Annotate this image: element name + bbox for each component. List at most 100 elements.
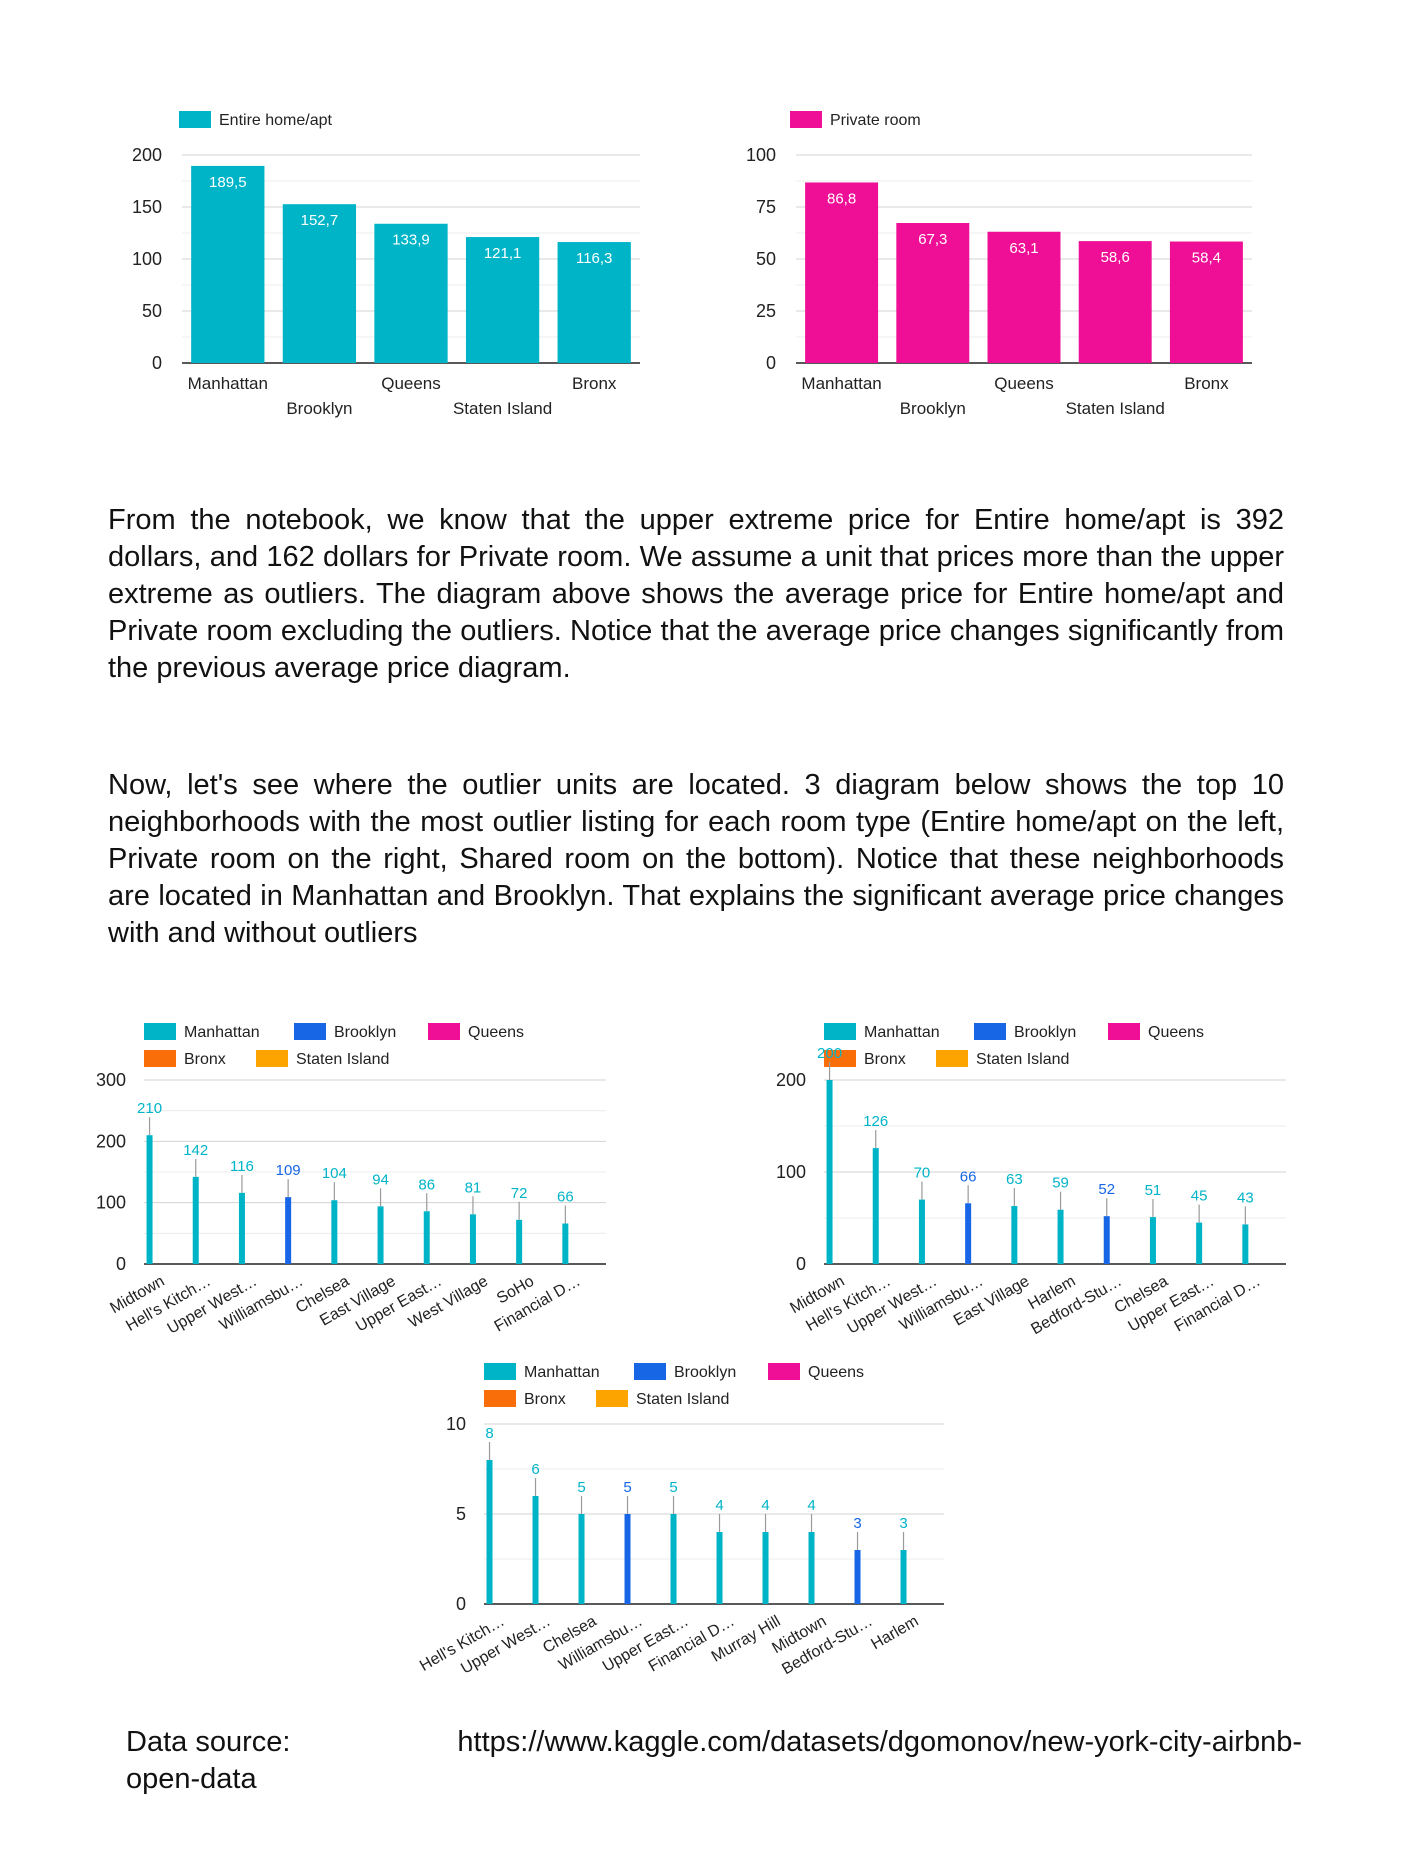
bar <box>805 182 879 363</box>
bar <box>826 1080 833 1264</box>
bar-value-label: 5 <box>623 1479 631 1496</box>
bar <box>716 1532 723 1604</box>
bar-value-label: 4 <box>761 1497 769 1514</box>
private-room-average-price-chart: Private room 0 25 50 75 100 86,8 Manhattan 67,3 B… <box>700 0 1400 440</box>
legend-swatch <box>144 1023 176 1040</box>
bar-value-label: 58,6 <box>1101 249 1130 266</box>
entire-home-outliers-chart: Manhattan Brooklyn Queens Bronx Staten Islan… <box>0 1000 700 1360</box>
bar-value-label: 72 <box>511 1185 528 1202</box>
bar <box>469 1214 476 1264</box>
legend-swatch <box>484 1390 516 1407</box>
x-tick-label: Brooklyn <box>900 399 966 418</box>
legend-label: Bronx <box>524 1391 566 1408</box>
y-tick-label: 5 <box>456 1504 466 1524</box>
private-room-average-price-svg: Private room 0 25 50 75 100 86,8 Manhattan 67,3 B… <box>746 111 1252 418</box>
y-tick-label: 100 <box>96 1193 126 1213</box>
bar <box>896 223 970 363</box>
bar-value-label: 3 <box>899 1515 907 1532</box>
legend-label: Brooklyn <box>674 1364 736 1381</box>
entire-home-outliers-svg: Manhattan Brooklyn Queens Bronx Staten Islan… <box>96 1023 606 1338</box>
legend-swatch <box>790 111 822 128</box>
legend-label: Staten Island <box>296 1051 389 1068</box>
x-tick-label: Queens <box>994 374 1054 393</box>
entire-home-average-price-chart: Entire home/apt 0 50 100 150 200 189,5 Manhatta… <box>0 0 700 440</box>
bar-value-label: 109 <box>276 1162 301 1179</box>
y-tick-label: 100 <box>776 1162 806 1182</box>
bar <box>486 1460 493 1604</box>
bar-value-label: 51 <box>1145 1182 1162 1199</box>
legend-swatch <box>768 1363 800 1380</box>
y-tick-label: 0 <box>766 353 776 373</box>
bar-value-label: 67,3 <box>918 231 947 248</box>
bar-value-label: 59 <box>1052 1175 1069 1192</box>
bar-value-label: 86,8 <box>827 190 856 207</box>
legend-label: Entire home/apt <box>219 112 333 129</box>
legend-swatch <box>824 1050 856 1067</box>
y-tick-label: 100 <box>132 249 162 269</box>
y-tick-label: 200 <box>132 145 162 165</box>
bar <box>465 237 540 363</box>
bar-value-label: 210 <box>137 1100 162 1117</box>
y-tick-label: 10 <box>446 1414 466 1434</box>
bar-value-label: 142 <box>183 1142 208 1159</box>
legend-label: Brooklyn <box>334 1024 396 1041</box>
x-tick-label: Manhattan <box>188 374 268 393</box>
shared-room-outliers-chart: Manhattan Brooklyn Queens Bronx Staten Islan… <box>0 1340 1000 1700</box>
bar <box>670 1514 677 1604</box>
bar-value-label: 94 <box>372 1171 389 1188</box>
bar-value-label: 133,9 <box>392 232 430 249</box>
x-tick-label: Brooklyn <box>286 399 352 418</box>
paragraph-outlier-explanation: From the notebook, we know that the uppe… <box>108 504 1284 684</box>
bar-value-label: 116,3 <box>576 250 612 267</box>
bar <box>282 204 357 363</box>
paragraph-outlier-locations: Now, let's see where the outlier units a… <box>108 769 1284 949</box>
legend-swatch <box>179 111 211 128</box>
bar <box>854 1550 861 1604</box>
x-tick-label: Staten Island <box>453 399 552 418</box>
bar <box>1149 1217 1156 1264</box>
legend-label: Brooklyn <box>1014 1024 1076 1041</box>
bar-value-label: 126 <box>863 1113 888 1130</box>
bar-value-label: 3 <box>853 1515 861 1532</box>
legend-swatch <box>974 1023 1006 1040</box>
bar-value-label: 200 <box>817 1045 842 1062</box>
bar-value-label: 116 <box>230 1158 254 1175</box>
y-tick-label: 200 <box>776 1070 806 1090</box>
data-source: Data source: https://www.kaggle.com/data… <box>126 1724 1302 1798</box>
x-tick-label: Bronx <box>572 374 617 393</box>
legend-label: Bronx <box>864 1051 906 1068</box>
y-tick-label: 0 <box>152 353 162 373</box>
legend-swatch <box>294 1023 326 1040</box>
shared-room-outliers-svg: Manhattan Brooklyn Queens Bronx Staten Islan… <box>417 1363 944 1678</box>
bar <box>423 1211 430 1264</box>
bar-value-label: 4 <box>807 1497 815 1514</box>
bar-value-label: 8 <box>485 1425 493 1442</box>
bar <box>1196 1222 1203 1264</box>
bar-value-label: 81 <box>465 1179 482 1196</box>
legend-label: Manhattan <box>184 1024 260 1041</box>
data-source-url-continued[interactable]: open-data <box>126 1763 257 1795</box>
bar <box>624 1514 631 1604</box>
legend-swatch <box>936 1050 968 1067</box>
legend-swatch <box>484 1363 516 1380</box>
private-room-outliers-svg: Manhattan Brooklyn Queens Bronx Staten Islan… <box>776 1023 1286 1338</box>
y-tick-label: 75 <box>756 197 776 217</box>
bar <box>146 1135 153 1264</box>
data-source-label: Data source: <box>126 1726 291 1758</box>
legend-swatch <box>824 1023 856 1040</box>
legend-swatch <box>144 1050 176 1067</box>
bar <box>1078 241 1152 363</box>
entire-home-average-price-svg: Entire home/apt 0 50 100 150 200 189,5 Manhatta… <box>132 111 640 418</box>
bar-value-label: 86 <box>418 1176 435 1193</box>
bar-value-label: 5 <box>577 1479 585 1496</box>
legend-label: Manhattan <box>864 1024 940 1041</box>
bar <box>1103 1216 1110 1264</box>
bar <box>900 1550 907 1604</box>
y-tick-label: 50 <box>142 301 162 321</box>
x-tick-label: Harlem <box>868 1613 921 1654</box>
bar <box>1011 1206 1018 1264</box>
data-source-url[interactable]: https://www.kaggle.com/datasets/dgomonov… <box>457 1726 1302 1758</box>
y-tick-label: 200 <box>96 1131 126 1151</box>
x-tick-label: Manhattan <box>801 374 881 393</box>
legend-label: Queens <box>1148 1024 1204 1041</box>
